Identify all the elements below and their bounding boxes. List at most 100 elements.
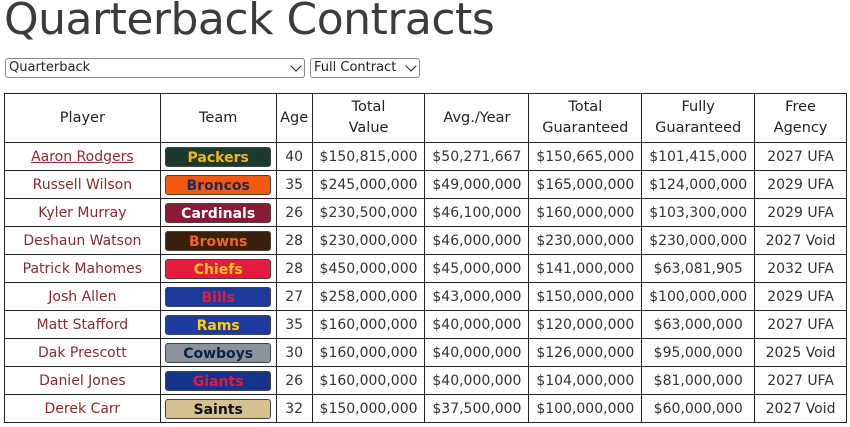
player-name: Patrick Mahomes — [22, 260, 143, 277]
cell-free-agency: 2027 UFA — [754, 366, 847, 395]
cell-avg-year: $50,271,667 — [424, 142, 530, 171]
team-badge: Saints — [165, 398, 272, 419]
cell-player: Matt Stafford — [4, 310, 161, 339]
contract-type-select-value: Full Contract — [314, 60, 397, 75]
cell-age: 30 — [275, 338, 313, 367]
cell-age: 35 — [275, 170, 313, 199]
cell-avg-year: $49,000,000 — [424, 170, 530, 199]
cell-player: Derek Carr — [4, 394, 161, 423]
header-total-guaranteed[interactable]: Total Guaranteed — [528, 93, 643, 143]
cell-player: Aaron Rodgers — [4, 142, 161, 171]
team-badge: Rams — [165, 314, 272, 335]
cell-avg-year: $40,000,000 — [424, 338, 530, 367]
cell-team: Cardinals — [159, 198, 277, 227]
table-row: Deshaun Watson Browns 28 $230,000,000 $46,00… — [4, 226, 847, 255]
cell-fully-guaranteed: $63,000,000 — [641, 310, 756, 339]
table-row: Josh Allen Bills 27 $258,000,000 $43,000,000… — [4, 282, 847, 311]
cell-fully-guaranteed: $124,000,000 — [641, 170, 756, 199]
cell-free-agency: 2027 UFA — [754, 310, 847, 339]
header-free-agency[interactable]: Free Agency — [754, 93, 847, 143]
cell-total-value: $450,000,000 — [311, 254, 426, 283]
cell-free-agency: 2027 Void — [754, 394, 847, 423]
cell-age: 40 — [275, 142, 313, 171]
page-title: Quarterback Contracts — [4, 0, 495, 45]
player-name[interactable]: Aaron Rodgers — [31, 148, 134, 165]
cell-total-guaranteed: $150,665,000 — [528, 142, 643, 171]
cell-total-value: $150,000,000 — [311, 394, 426, 423]
cell-free-agency: 2025 Void — [754, 338, 847, 367]
cell-fully-guaranteed: $230,000,000 — [641, 226, 756, 255]
cell-avg-year: $46,000,000 — [424, 226, 530, 255]
header-fully-guaranteed-line2: Guaranteed — [655, 120, 742, 136]
cell-avg-year: $37,500,000 — [424, 394, 530, 423]
cell-total-value: $258,000,000 — [311, 282, 426, 311]
contract-type-select[interactable]: Full Contract — [310, 58, 420, 78]
table-row: Aaron Rodgers Packers 40 $150,815,000 $50,27… — [4, 142, 847, 171]
header-avg-year[interactable]: Avg./Year — [424, 93, 530, 143]
table-row: Patrick Mahomes Chiefs 28 $450,000,000 $45,0… — [4, 254, 847, 283]
filter-controls: Quarterback Full Contract — [5, 58, 420, 78]
cell-player: Daniel Jones — [4, 366, 161, 395]
cell-free-agency: 2029 UFA — [754, 198, 847, 227]
player-name: Kyler Murray — [38, 204, 127, 221]
cell-team: Rams — [159, 310, 277, 339]
team-badge: Cowboys — [165, 342, 272, 363]
header-age[interactable]: Age — [275, 93, 313, 143]
cell-free-agency: 2029 UFA — [754, 282, 847, 311]
cell-total-guaranteed: $230,000,000 — [528, 226, 643, 255]
chevron-down-icon — [405, 60, 417, 72]
cell-total-value: $245,000,000 — [311, 170, 426, 199]
cell-player: Dak Prescott — [4, 338, 161, 367]
table-row: Daniel Jones Giants 26 $160,000,000 $40,000,… — [4, 366, 847, 395]
cell-player: Deshaun Watson — [4, 226, 161, 255]
team-badge: Cardinals — [165, 202, 272, 223]
team-badge: Chiefs — [165, 258, 272, 279]
cell-total-value: $160,000,000 — [311, 310, 426, 339]
cell-fully-guaranteed: $95,000,000 — [641, 338, 756, 367]
chevron-down-icon — [290, 60, 302, 72]
player-name: Deshaun Watson — [23, 232, 142, 249]
cell-total-guaranteed: $120,000,000 — [528, 310, 643, 339]
table-row: Kyler Murray Cardinals 26 $230,500,000 $46,1… — [4, 198, 847, 227]
header-player[interactable]: Player — [4, 93, 161, 143]
table-row: Matt Stafford Rams 35 $160,000,000 $40,000,0… — [4, 310, 847, 339]
team-badge: Browns — [165, 230, 272, 251]
player-name: Dak Prescott — [38, 344, 127, 361]
table-row: Russell Wilson Broncos 35 $245,000,000 $49,0… — [4, 170, 847, 199]
cell-age: 32 — [275, 394, 313, 423]
cell-team: Saints — [159, 394, 277, 423]
cell-player: Patrick Mahomes — [4, 254, 161, 283]
cell-age: 26 — [275, 366, 313, 395]
cell-fully-guaranteed: $60,000,000 — [641, 394, 756, 423]
cell-team: Giants — [159, 366, 277, 395]
cell-age: 28 — [275, 254, 313, 283]
player-name: Matt Stafford — [36, 316, 129, 333]
team-badge: Bills — [165, 286, 272, 307]
cell-team: Chiefs — [159, 254, 277, 283]
header-team[interactable]: Team — [159, 93, 277, 143]
cell-total-value: $230,500,000 — [311, 198, 426, 227]
cell-total-guaranteed: $160,000,000 — [528, 198, 643, 227]
cell-fully-guaranteed: $100,000,000 — [641, 282, 756, 311]
cell-total-value: $150,815,000 — [311, 142, 426, 171]
cell-total-value: $230,000,000 — [311, 226, 426, 255]
header-total-value[interactable]: Total Value — [311, 93, 426, 143]
cell-total-value: $160,000,000 — [311, 366, 426, 395]
cell-team: Bills — [159, 282, 277, 311]
cell-free-agency: 2029 UFA — [754, 170, 847, 199]
cell-avg-year: $45,000,000 — [424, 254, 530, 283]
position-select[interactable]: Quarterback — [5, 58, 305, 78]
cell-fully-guaranteed: $63,081,905 — [641, 254, 756, 283]
cell-avg-year: $40,000,000 — [424, 366, 530, 395]
contracts-table: Player Team Age Total Value Avg./Year Tot… — [4, 93, 847, 423]
table-header-row: Player Team Age Total Value Avg./Year Tot… — [4, 93, 847, 143]
cell-total-guaranteed: $100,000,000 — [528, 394, 643, 423]
player-name: Derek Carr — [44, 400, 121, 417]
cell-free-agency: 2027 Void — [754, 226, 847, 255]
cell-total-guaranteed: $104,000,000 — [528, 366, 643, 395]
cell-avg-year: $40,000,000 — [424, 310, 530, 339]
header-fully-guaranteed[interactable]: Fully Guaranteed — [641, 93, 756, 143]
team-badge: Giants — [165, 370, 272, 391]
cell-player: Josh Allen — [4, 282, 161, 311]
cell-age: 28 — [275, 226, 313, 255]
